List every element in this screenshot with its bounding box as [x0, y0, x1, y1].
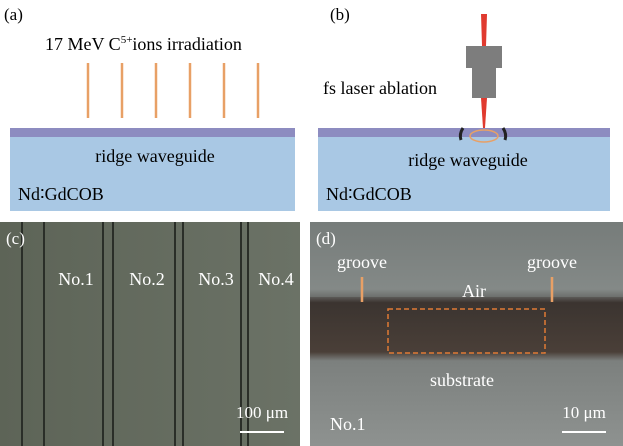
groove-label: groove	[337, 252, 387, 272]
laser-focus	[481, 98, 487, 128]
caption: fs laser ablation	[323, 78, 437, 98]
objective	[472, 68, 496, 98]
substrate-label: Nd∶GdCOB	[18, 184, 104, 204]
region-label: Air	[462, 281, 486, 301]
scale-label: 100 μm	[236, 403, 288, 422]
sample-label: No.1	[330, 414, 366, 434]
substrate-label: Nd∶GdCOB	[326, 184, 412, 204]
waveguide-label: No.4	[258, 269, 294, 289]
laser-beam	[481, 14, 487, 46]
caption-text: ions irradiation	[132, 34, 241, 54]
panel-c: (c) No.1 No.2 No.3 No.4 100 μm	[0, 222, 300, 446]
panel-label: (d)	[316, 229, 336, 248]
ion-beams	[88, 63, 258, 118]
panel-d: (d) groove groove Air substrate No.1 10 …	[310, 222, 623, 446]
layer-label: ridge waveguide	[408, 150, 527, 170]
waveguide-label: No.3	[198, 269, 234, 289]
waveguide-label: No.1	[58, 269, 94, 289]
page: {"panels": [ {"label": "(a)", "caption":…	[0, 0, 623, 446]
scale-label: 10 μm	[562, 403, 606, 422]
panel-label: (a)	[4, 5, 23, 24]
layer-label: ridge waveguide	[95, 146, 214, 166]
panel-a: (a) 17 MeV C5+ions irradiation ridge wav…	[4, 5, 295, 211]
region-label: substrate	[430, 370, 494, 390]
panel-b: (b) fs laser ablation ridge waveguide Nd…	[318, 5, 610, 211]
groove-label: groove	[527, 252, 577, 272]
caption: 17 MeV C5+ions irradiation	[45, 34, 242, 55]
panel-label: (c)	[6, 229, 25, 248]
caption-text: 17 MeV C	[45, 34, 121, 54]
caption-sup: 5+	[121, 34, 133, 46]
figure: (a) 17 MeV C5+ions irradiation ridge wav…	[0, 0, 623, 446]
waveguide-layer	[318, 128, 610, 137]
panel-label: (b)	[330, 5, 350, 24]
objective	[466, 46, 502, 68]
waveguide-label: No.2	[129, 269, 165, 289]
waveguide-layer	[10, 128, 295, 137]
